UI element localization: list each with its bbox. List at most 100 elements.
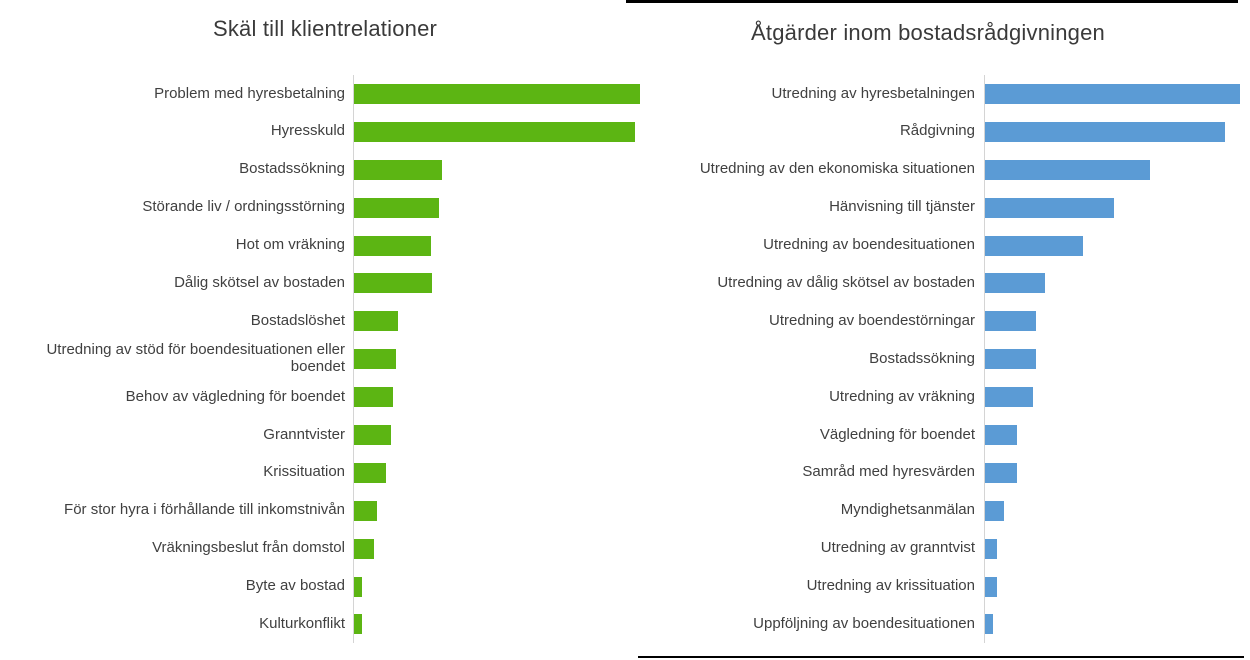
chart-row: Utredning av granntvist — [650, 529, 1250, 568]
bar-track — [353, 75, 650, 113]
chart-row: Granntvister — [0, 416, 650, 454]
category-label: Utredning av boendesituationen — [763, 236, 975, 254]
chart-row: Behov av vägledning för boendet — [0, 378, 650, 417]
bar-track — [353, 150, 650, 189]
bar — [354, 235, 431, 256]
chart-row: Utredning av hyresbetalningen — [650, 75, 1250, 113]
chart-row: Vägledning för boendet — [650, 416, 1250, 454]
chart-row: Störande liv / ordningsstörning — [0, 188, 650, 227]
category-label: Utredning av granntvist — [820, 539, 975, 557]
category-label: Utredning av hyresbetalningen — [771, 84, 975, 102]
bar-track — [984, 605, 1250, 644]
category-label: Utredning av den ekonomiska situationen — [699, 160, 975, 178]
bar — [985, 576, 997, 597]
bar-track — [353, 302, 650, 341]
chart-row: Utredning av boendesituationen — [650, 226, 1250, 265]
chart-row: Krissituation — [0, 453, 650, 492]
bar-track — [353, 264, 650, 303]
bar-track — [984, 188, 1250, 227]
chart-title: Åtgärder inom bostadsrådgivningen — [751, 20, 1105, 45]
bar — [354, 311, 398, 332]
category-label: Behov av vägledning för boendet — [125, 387, 345, 405]
chart-row: Hyresskuld — [0, 112, 650, 151]
chart-row: Utredning av dålig skötsel av bostaden — [650, 264, 1250, 303]
bar — [354, 83, 640, 104]
chart-row: För stor hyra i förhållande till inkomst… — [0, 491, 650, 530]
bar-track — [984, 378, 1250, 417]
chart-row: Dålig skötsel av bostaden — [0, 264, 650, 303]
bar — [985, 424, 1017, 445]
bar-track — [353, 340, 650, 379]
bar — [354, 576, 362, 597]
chart-row: Utredning av krissituation — [650, 567, 1250, 606]
category-label: Kulturkonflikt — [259, 615, 345, 633]
category-label: Granntvister — [263, 425, 345, 443]
bar — [985, 311, 1036, 332]
category-label: Vägledning för boendet — [819, 425, 975, 443]
chart-reasons-for-client-relations: Skäl till klientrelationer Problem med h… — [0, 16, 650, 644]
category-label: Hot om vräkning — [235, 236, 345, 254]
category-label: Utredning av stöd för boendesituationen … — [46, 341, 345, 376]
bar-track — [984, 340, 1250, 379]
bar — [354, 273, 432, 294]
bar-track — [984, 150, 1250, 189]
category-label: Dålig skötsel av bostaden — [174, 274, 345, 291]
bar — [985, 273, 1045, 294]
chart-row: Rådgivning — [650, 112, 1250, 151]
bar — [354, 462, 386, 483]
bar — [985, 159, 1150, 180]
bar — [354, 424, 391, 445]
chart-row: Bostadssökning — [650, 340, 1250, 379]
category-label: För stor hyra i förhållande till inkomst… — [64, 501, 345, 519]
bar-track — [984, 453, 1250, 492]
category-label: Utredning av vräkning — [829, 387, 975, 405]
bar — [985, 121, 1225, 142]
chart-row: Vräkningsbeslut från domstol — [0, 529, 650, 568]
bar — [354, 159, 442, 180]
bar — [985, 500, 1004, 521]
chart-row: Kulturkonflikt — [0, 605, 650, 644]
bar — [354, 614, 362, 635]
chart-row: Samråd med hyresvärden — [650, 453, 1250, 492]
chart-row: Uppföljning av boendesituationen — [650, 605, 1250, 644]
chart-row: Myndighetsanmälan — [650, 491, 1250, 530]
category-label: Byte av bostad — [245, 577, 345, 595]
bar-track — [984, 416, 1250, 454]
bar-track — [353, 567, 650, 606]
bar-track — [353, 112, 650, 151]
category-label: Utredning av boendestörningar — [769, 311, 975, 329]
category-label: Hyresskuld — [270, 122, 345, 140]
bar-track — [984, 491, 1250, 530]
category-label: Bostadslöshet — [250, 311, 345, 329]
plot-area: Problem med hyresbetalning Hyresskuld Bost… — [0, 75, 650, 644]
bar — [985, 614, 993, 635]
bar — [354, 349, 396, 370]
category-label: Störande liv / ordningsstörning — [142, 198, 345, 216]
chart-row: Utredning av vräkning — [650, 378, 1250, 417]
category-label: Krissituation — [263, 463, 345, 481]
chart-row: Utredning av stöd för boendesituationen … — [0, 340, 650, 379]
chart-title: Skäl till klientrelationer — [212, 16, 438, 41]
category-label: Samråd med hyresvärden — [802, 463, 975, 481]
category-label: Problem med hyresbetalning — [154, 84, 345, 102]
bar-track — [984, 302, 1250, 341]
category-label: Utredning av dålig skötsel av bostaden — [717, 274, 975, 291]
bar-track — [984, 112, 1250, 151]
right-chart-bottom-border — [638, 656, 1244, 658]
bar — [354, 387, 393, 408]
chart-housing-counselling-measures: Åtgärder inom bostadsrådgivningen Utredn… — [650, 0, 1250, 660]
chart-row: Problem med hyresbetalning — [0, 75, 650, 113]
chart-row: Utredning av den ekonomiska situationen — [650, 150, 1250, 189]
bar — [985, 538, 997, 559]
bar-track — [984, 529, 1250, 568]
category-label: Rådgivning — [899, 122, 975, 140]
bar-track — [984, 264, 1250, 303]
bar — [354, 538, 374, 559]
category-label: Bostadssökning — [869, 349, 975, 367]
bar — [985, 197, 1114, 218]
chart-row: Utredning av boendestörningar — [650, 302, 1250, 341]
chart-row: Hänvisning till tjänster — [650, 188, 1250, 227]
bar-track — [353, 378, 650, 417]
bar-track — [984, 226, 1250, 265]
category-label: Uppföljning av boendesituationen — [753, 615, 975, 633]
